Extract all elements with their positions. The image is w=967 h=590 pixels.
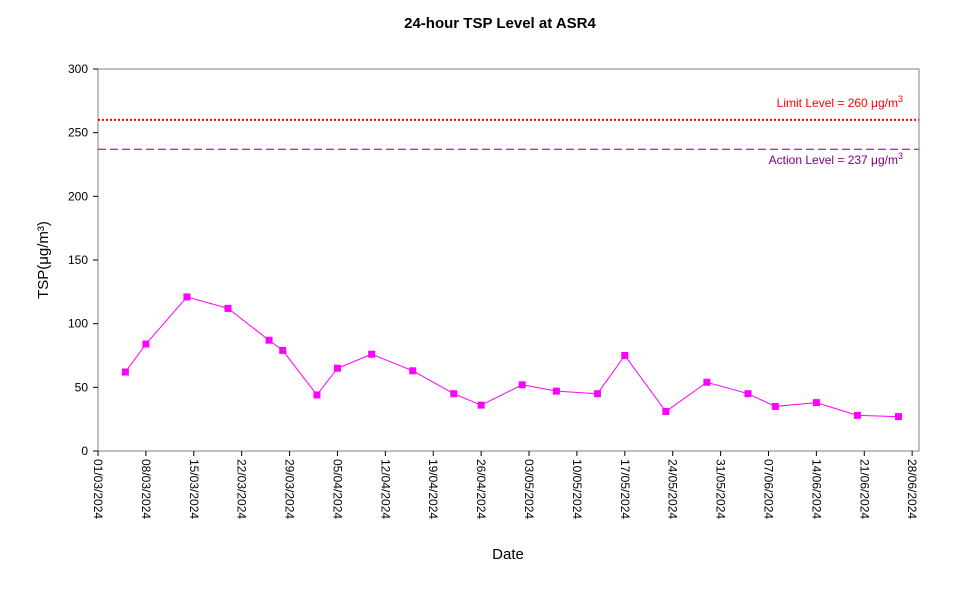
data-point (333, 364, 341, 372)
data-point (662, 408, 670, 416)
data-point (894, 413, 902, 421)
x-tick-label: 05/04/2024 (330, 459, 344, 519)
x-tick-label: 15/03/2024 (187, 459, 201, 519)
y-tick-label: 0 (81, 444, 88, 458)
reference-line-label-superscript: 3 (898, 94, 903, 104)
data-point (450, 390, 458, 398)
x-tick-label: 10/05/2024 (570, 459, 584, 519)
data-point (744, 390, 752, 398)
reference-line-label-superscript: 3 (898, 151, 903, 161)
y-tick-label: 200 (68, 189, 88, 203)
x-tick-label: 08/03/2024 (139, 459, 153, 519)
reference-line-label: Limit Level = 260 μg/m3 (777, 94, 903, 110)
x-tick-label: 12/04/2024 (378, 459, 392, 519)
y-tick-label: 300 (68, 62, 88, 76)
y-axis-label: TSP(μg/m³) (35, 221, 52, 299)
data-point (518, 381, 526, 389)
x-tick-label: 03/05/2024 (522, 459, 536, 519)
y-tick-label: 100 (68, 317, 88, 331)
x-tick-label: 01/03/2024 (91, 459, 105, 519)
data-point (552, 387, 560, 395)
data-point (121, 368, 129, 376)
data-point (703, 378, 711, 386)
x-tick-label: 31/05/2024 (714, 459, 728, 519)
x-tick-label: 21/06/2024 (857, 459, 871, 519)
x-tick-label: 14/06/2024 (809, 459, 823, 519)
data-point (183, 293, 191, 301)
x-tick-label: 24/05/2024 (666, 459, 680, 519)
data-point (265, 336, 273, 344)
data-point (409, 367, 417, 375)
x-axis-label: Date (492, 546, 524, 563)
x-tick-label: 17/05/2024 (618, 459, 632, 519)
reference-line-label: Action Level = 237 μg/m3 (769, 151, 903, 167)
y-tick-label: 150 (68, 253, 88, 267)
data-point (224, 304, 232, 312)
x-tick-label: 19/04/2024 (426, 459, 440, 519)
data-point (812, 399, 820, 407)
y-tick-label: 50 (75, 380, 89, 394)
data-point (621, 352, 629, 359)
data-point (477, 401, 485, 409)
plot-area (97, 68, 920, 452)
x-tick-label: 29/03/2024 (283, 459, 297, 519)
data-point (853, 411, 861, 419)
x-tick-label: 07/06/2024 (761, 459, 775, 519)
x-tick-label: 28/06/2024 (905, 459, 919, 519)
data-point (313, 391, 321, 399)
reference-line-label-text: Limit Level = 260 μg/m (777, 96, 898, 110)
data-point (593, 390, 601, 398)
series-line (124, 296, 899, 418)
reference-line-label-text: Action Level = 237 μg/m (769, 153, 898, 167)
x-tick-label: 22/03/2024 (235, 459, 249, 519)
data-point (368, 350, 376, 358)
chart-title: 24-hour TSP Level at ASR4 (404, 15, 596, 32)
y-tick-label: 250 (68, 126, 88, 140)
data-point (771, 402, 779, 410)
data-point (279, 346, 287, 354)
x-tick-label: 26/04/2024 (474, 459, 488, 519)
data-point (142, 340, 150, 348)
